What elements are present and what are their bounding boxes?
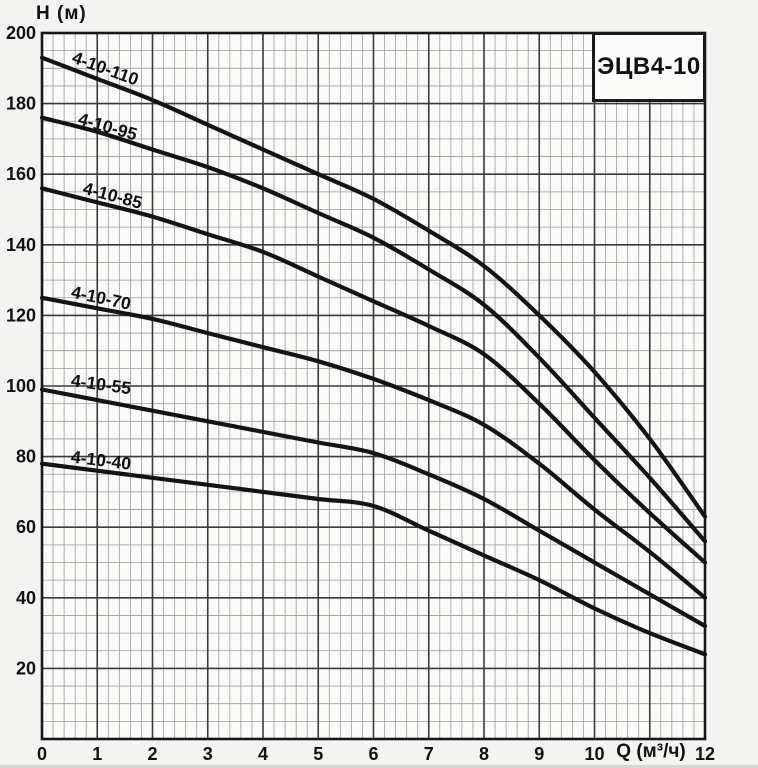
chart-title: ЭЦВ4-10 (597, 53, 701, 80)
y-tick-label-160: 160 (6, 164, 36, 184)
x-tick-label-6: 6 (368, 744, 378, 764)
curve-4-10-110 (39, 55, 708, 519)
x-tick-label-5: 5 (313, 744, 323, 764)
curve-4-10-55 (39, 387, 708, 629)
y-tick-label-60: 60 (16, 517, 36, 537)
curve-4-10-95 (39, 115, 708, 544)
x-tick-label-4: 4 (258, 744, 268, 764)
plot-border (40, 31, 707, 741)
x-tick-label-12: 12 (695, 744, 715, 764)
y-tick-label-120: 120 (6, 305, 36, 325)
curve-4-10-40 (39, 461, 708, 657)
x-tick-label-3: 3 (203, 744, 213, 764)
chart-title-box: ЭЦВ4-10 (592, 32, 706, 102)
x-tick-label-8: 8 (479, 744, 489, 764)
y-tick-label-180: 180 (6, 94, 36, 114)
x-tick-label-0: 0 (37, 744, 47, 764)
x-axis-title: Q (м³/ч) (616, 741, 686, 762)
curve-4-10-85 (39, 186, 708, 565)
x-tick-label-7: 7 (424, 744, 434, 764)
x-tick-label-9: 9 (534, 744, 544, 764)
y-tick-label-20: 20 (16, 658, 36, 678)
curve-4-10-70 (39, 295, 708, 600)
y-tick-label-80: 80 (16, 447, 36, 467)
y-tick-label-100: 100 (6, 376, 36, 396)
x-tick-label-10: 10 (584, 744, 604, 764)
x-tick-label-1: 1 (92, 744, 102, 764)
y-tick-label-140: 140 (6, 235, 36, 255)
scan-edge-artifact (0, 765, 758, 768)
y-axis-title: H (м) (36, 3, 87, 24)
y-tick-label-40: 40 (16, 588, 36, 608)
x-tick-label-2: 2 (147, 744, 157, 764)
y-tick-label-200: 200 (6, 23, 36, 43)
